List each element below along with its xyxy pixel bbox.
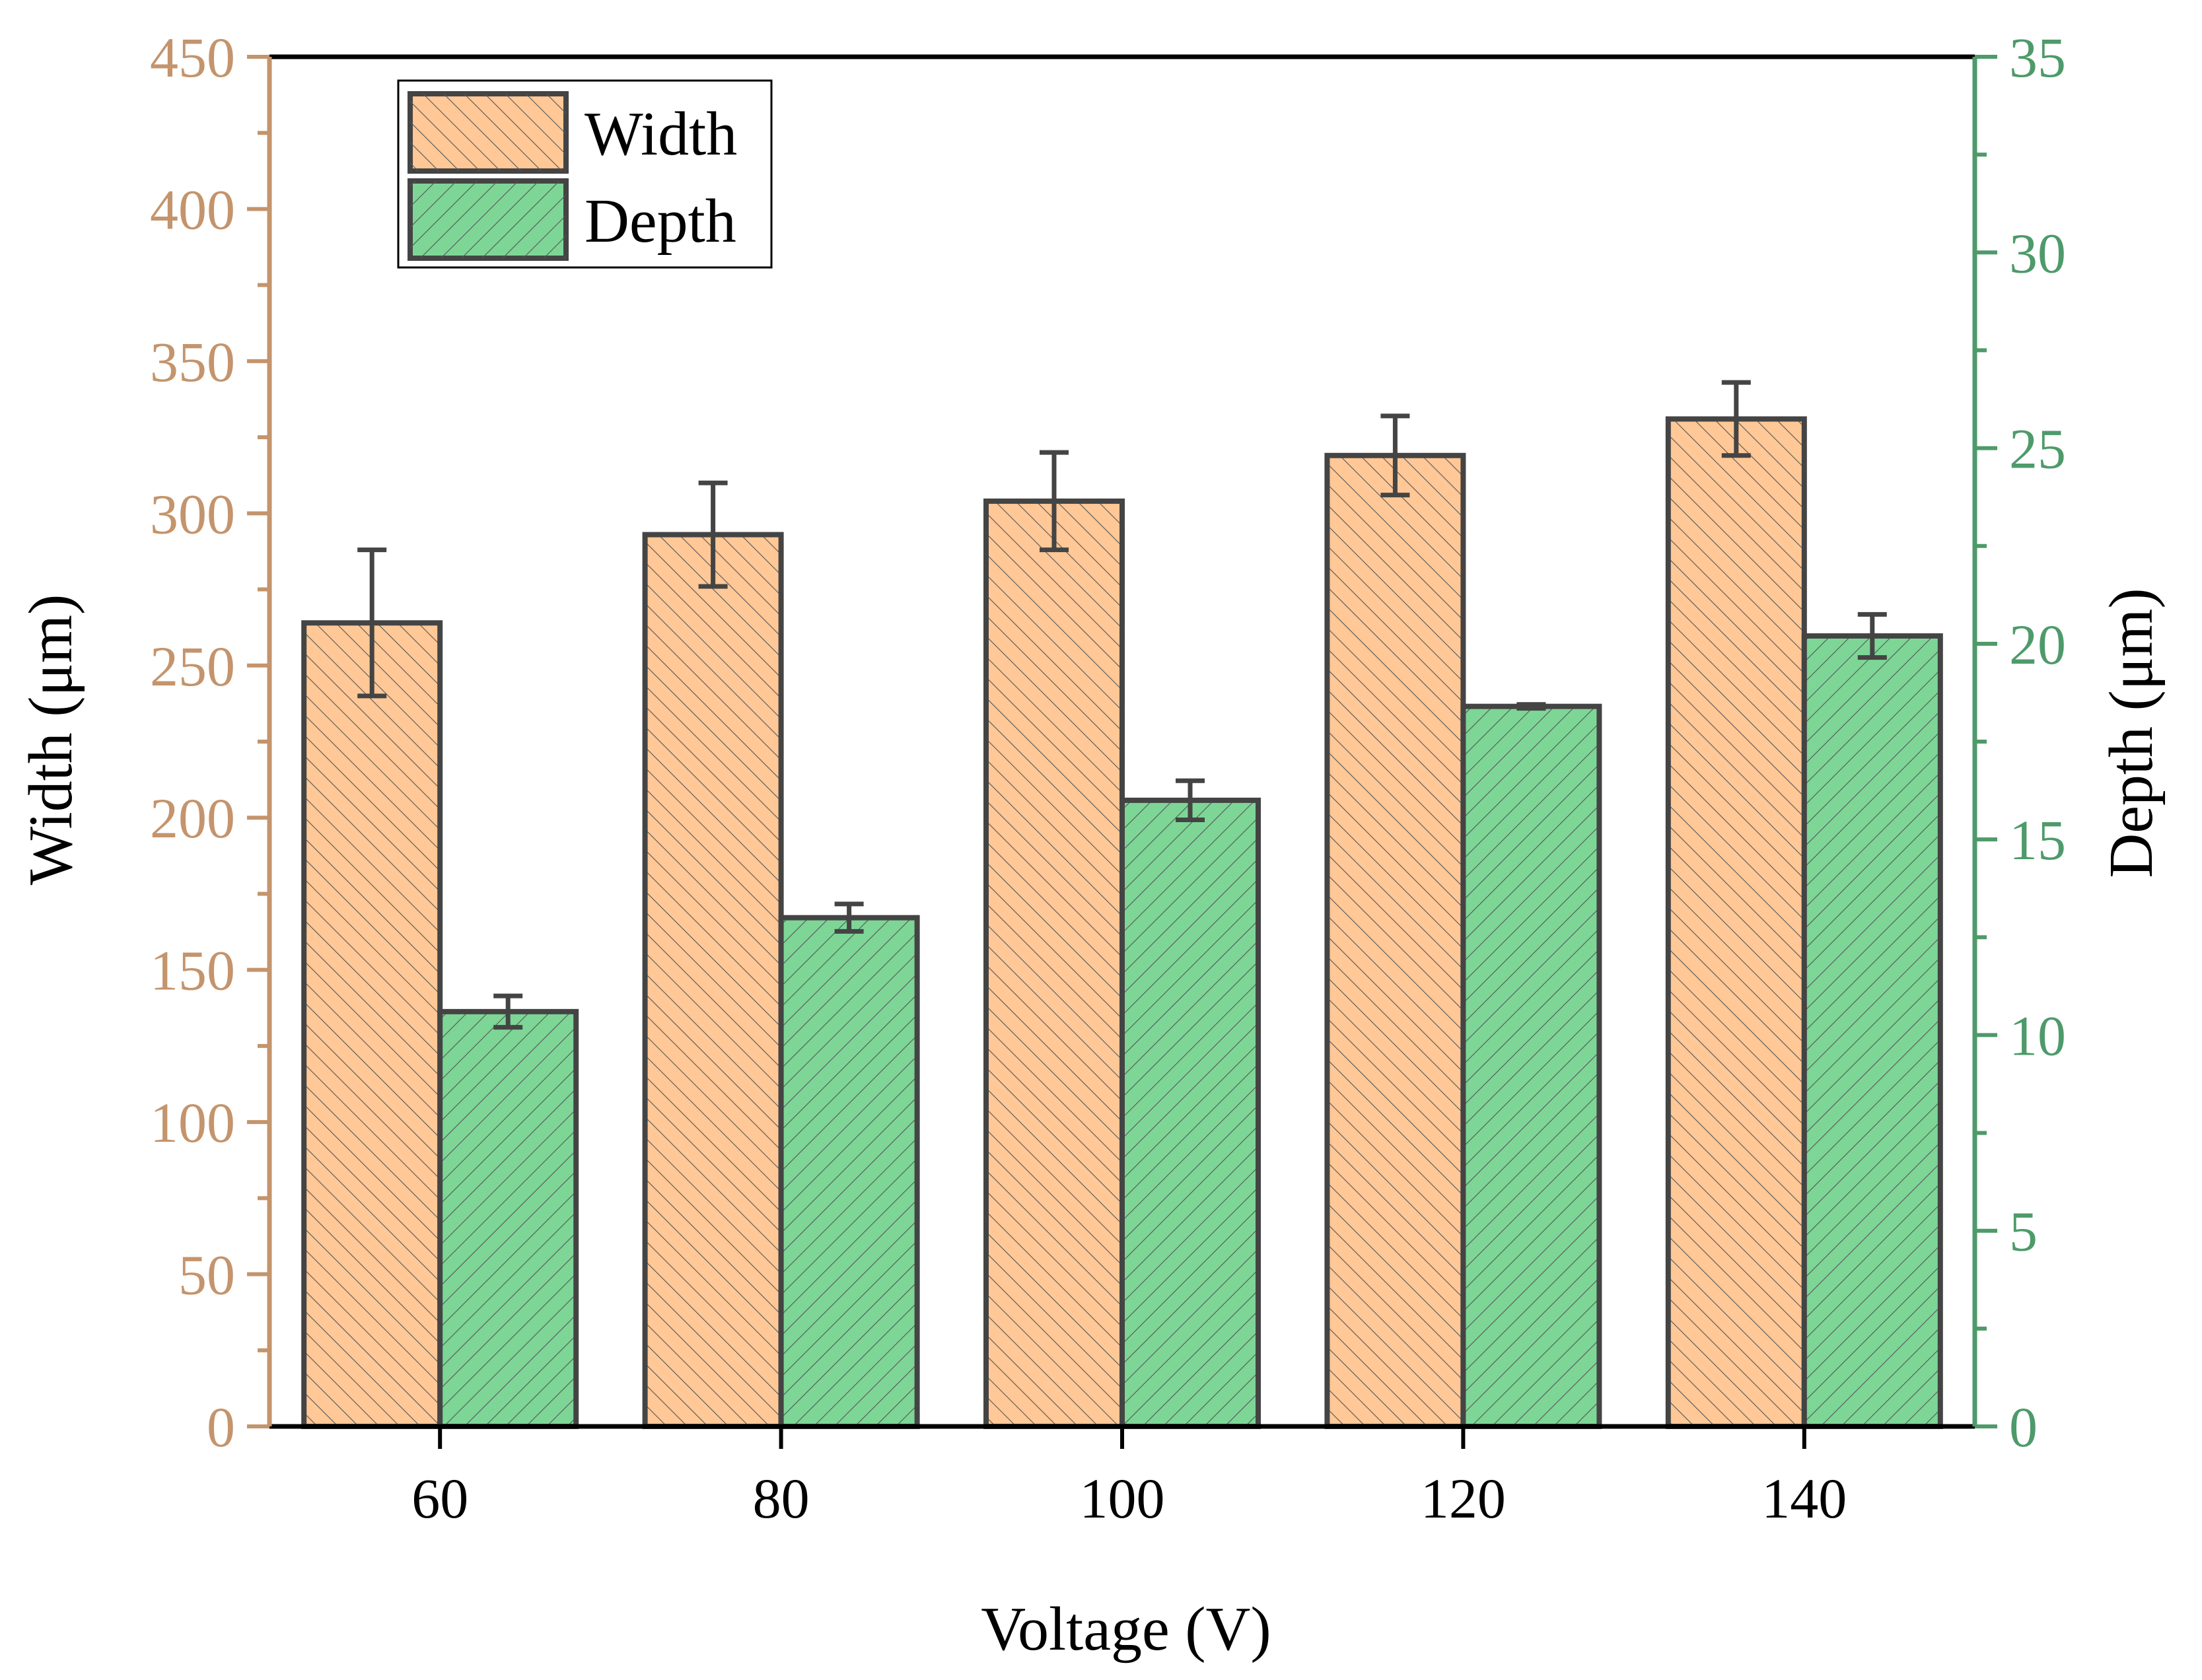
y-left-tick-label: 200 <box>150 787 235 850</box>
bar-hatch-depth-100 <box>1119 797 1261 1429</box>
bar-hatch-width-80 <box>642 532 784 1429</box>
bar-hatch-width-100 <box>983 498 1125 1429</box>
bars-layer <box>301 416 1943 1430</box>
legend-swatch-depth-hatch <box>410 181 566 258</box>
x-tick-label-60: 60 <box>411 1467 468 1530</box>
y-right-tick-label: 20 <box>2009 613 2066 676</box>
y-left-tick-label: 50 <box>178 1243 235 1307</box>
legend-swatch-width-hatch <box>410 94 566 171</box>
y-right-axis-title: Depth (μm) <box>2097 588 2166 878</box>
y-left-tick-label: 450 <box>150 26 235 89</box>
axes-layer: 0 50 100 150 200 250 300 350 400 450 0 5 10 15 20 25 30 3… <box>150 26 2066 1530</box>
y-left-tick-label: 400 <box>150 178 235 241</box>
bar-hatch-width-60 <box>301 620 443 1430</box>
x-tick-label-100: 100 <box>1080 1467 1165 1530</box>
bar-hatch-width-120 <box>1324 452 1466 1430</box>
y-left-tick-label: 350 <box>150 330 235 394</box>
bar-hatch-width-140 <box>1665 416 1807 1429</box>
legend-label-width: Width <box>585 100 737 168</box>
x-tick-label-80: 80 <box>753 1467 810 1530</box>
y-right-tick-label: 5 <box>2009 1200 2038 1263</box>
legend-label-depth: Depth <box>585 187 736 256</box>
y-left-tick-label: 100 <box>150 1091 235 1154</box>
y-left-tick-label: 300 <box>150 482 235 545</box>
y-right-tick-label: 30 <box>2009 221 2066 285</box>
x-axis-title: Voltage (V) <box>981 1595 1271 1663</box>
bar-hatch-depth-120 <box>1460 703 1602 1429</box>
y-left-tick-label: 150 <box>150 939 235 1002</box>
y-left-tick-label: 0 <box>207 1395 235 1459</box>
errorbars-layer <box>357 380 1887 1030</box>
bar-hatch-depth-140 <box>1801 633 1943 1429</box>
y-right-tick-label: 25 <box>2009 417 2066 481</box>
legend: Width Depth <box>397 79 773 269</box>
x-tick-label-120: 120 <box>1421 1467 1506 1530</box>
x-tick-label-140: 140 <box>1761 1467 1847 1530</box>
y-left-tick-label: 250 <box>150 635 235 698</box>
y-right-tick-label: 35 <box>2009 26 2066 89</box>
y-right-tick-label: 0 <box>2009 1395 2038 1459</box>
bar-hatch-depth-80 <box>778 915 920 1429</box>
bar-hatch-depth-60 <box>437 1008 579 1429</box>
y-right-tick-label: 15 <box>2009 808 2066 872</box>
y-right-tick-label: 10 <box>2009 1004 2066 1067</box>
y-left-axis-title: Width (μm) <box>17 594 85 886</box>
